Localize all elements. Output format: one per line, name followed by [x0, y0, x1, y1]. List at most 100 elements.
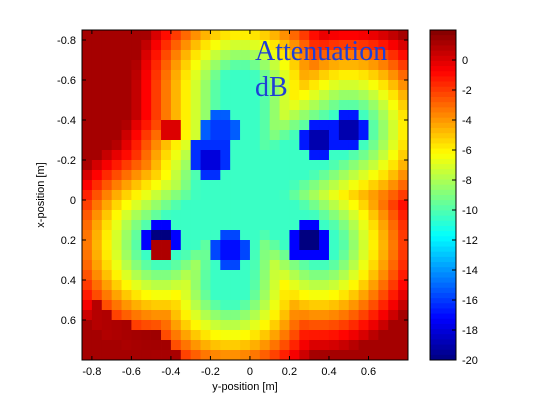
heatmap-cell: [161, 30, 172, 41]
heatmap-cells: [82, 30, 409, 361]
heatmap-cell: [101, 280, 113, 291]
heatmap-cell: [111, 40, 122, 51]
heatmap-cell: [289, 340, 300, 351]
heatmap-cell: [121, 130, 132, 141]
heatmap-cell: [91, 60, 103, 71]
heatmap-cell: [82, 30, 93, 41]
heatmap-cell: [368, 330, 379, 341]
heatmap-cell: [368, 250, 379, 261]
heatmap-cell: [151, 80, 162, 91]
heatmap-cell: [289, 190, 300, 201]
heatmap-cell: [220, 160, 231, 171]
heatmap-cell: [121, 290, 132, 301]
heatmap-cell: [279, 80, 290, 91]
heatmap-cell: [180, 210, 192, 221]
heatmap-cell: [82, 130, 93, 141]
heatmap-cell: [240, 330, 251, 341]
colorbar-swatch: [430, 349, 456, 356]
heatmap-cell: [358, 100, 369, 111]
heatmap-cell: [388, 170, 399, 181]
heatmap-cell: [101, 110, 113, 121]
heatmap-cell: [220, 300, 231, 311]
heatmap-cell: [348, 260, 360, 271]
heatmap-cell: [151, 110, 162, 121]
heatmap-cell: [210, 60, 221, 71]
heatmap-cell: [220, 120, 231, 131]
heatmap-cell: [82, 60, 93, 71]
heatmap-cell: [299, 50, 310, 61]
heatmap-cell: [279, 30, 290, 41]
heatmap-cell: [180, 120, 192, 131]
heatmap-cell: [249, 80, 261, 91]
heatmap-cell: [161, 270, 172, 281]
colorbar-frame: [429, 29, 457, 361]
heatmap-cell: [180, 350, 192, 361]
heatmap-cell: [348, 40, 360, 51]
heatmap-cell: [319, 330, 330, 341]
colorbar-swatch: [430, 313, 456, 320]
heatmap-cell: [398, 280, 409, 291]
heatmap-cell: [279, 290, 290, 301]
heatmap-cell: [388, 150, 399, 161]
heatmap-cell: [190, 90, 201, 101]
heatmap-cell: [299, 230, 310, 241]
heatmap-cell: [121, 300, 132, 311]
heatmap-cell: [141, 310, 152, 321]
heatmap-cell: [200, 230, 211, 241]
heatmap-cell: [131, 340, 142, 351]
colorbar-swatch: [430, 236, 456, 242]
heatmap-cell: [111, 60, 122, 71]
heatmap-cell: [101, 50, 113, 61]
colorbar-swatch: [430, 158, 456, 165]
heatmap-cell: [319, 150, 330, 161]
heatmap-cell: [299, 250, 310, 261]
heatmap-cell: [388, 180, 399, 191]
heatmap-cell: [279, 100, 290, 111]
heatmap-cell: [299, 260, 310, 271]
heatmap-cell: [210, 240, 221, 251]
heatmap-cell: [121, 150, 132, 161]
heatmap-cell: [161, 90, 172, 101]
heatmap-cell: [269, 120, 280, 131]
heatmap-cell: [368, 110, 379, 121]
heatmap-cell: [161, 280, 172, 291]
heatmap-cell: [161, 290, 172, 301]
heatmap-cell: [220, 60, 231, 71]
heatmap-cell: [91, 130, 103, 141]
heatmap-cell: [121, 120, 132, 131]
heatmap-cell: [249, 280, 261, 291]
heatmap-cell: [259, 310, 271, 321]
heatmap-cell: [200, 330, 211, 341]
heatmap-cell: [82, 300, 93, 311]
heatmap-cell: [180, 330, 192, 341]
heatmap-cell: [358, 150, 369, 161]
heatmap-cell: [368, 340, 379, 351]
heatmap-cell: [200, 160, 211, 171]
heatmap-cell: [240, 160, 251, 171]
heatmap-cell: [358, 310, 369, 321]
heatmap-cell: [328, 50, 340, 61]
heatmap-cell: [200, 100, 211, 111]
heatmap-cell: [200, 60, 211, 71]
heatmap-cell: [141, 110, 152, 121]
y-tick-label: 0.6: [61, 315, 76, 327]
heatmap-cell: [200, 220, 211, 231]
heatmap-cell: [82, 200, 93, 211]
heatmap-cell: [319, 270, 330, 281]
heatmap-cell: [378, 300, 389, 311]
heatmap-cell: [398, 70, 409, 81]
colorbar-swatch: [430, 339, 456, 345]
heatmap-cell: [101, 340, 113, 351]
heatmap-cell: [111, 340, 122, 351]
heatmap-cell: [121, 50, 132, 61]
heatmap-cell: [309, 50, 320, 61]
heatmap-cell: [200, 50, 211, 61]
heatmap-cell: [309, 210, 320, 221]
heatmap-cell: [230, 330, 241, 341]
heatmap-cell: [338, 350, 350, 361]
heatmap-cell: [269, 160, 280, 171]
heatmap-cell: [91, 340, 103, 351]
heatmap-cell: [141, 320, 152, 331]
heatmap-cell: [249, 140, 261, 151]
heatmap-cell: [101, 350, 113, 361]
